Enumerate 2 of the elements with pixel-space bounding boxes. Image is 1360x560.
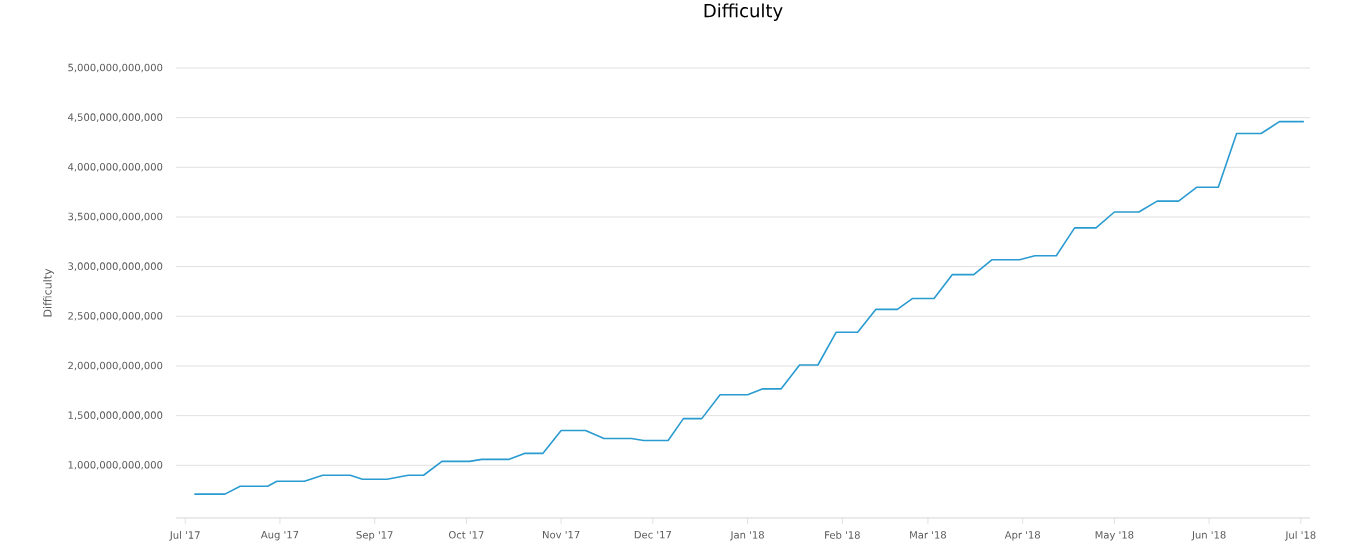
chart-title: Difficulty	[704, 3, 783, 21]
line-series	[193, 120, 1305, 495]
